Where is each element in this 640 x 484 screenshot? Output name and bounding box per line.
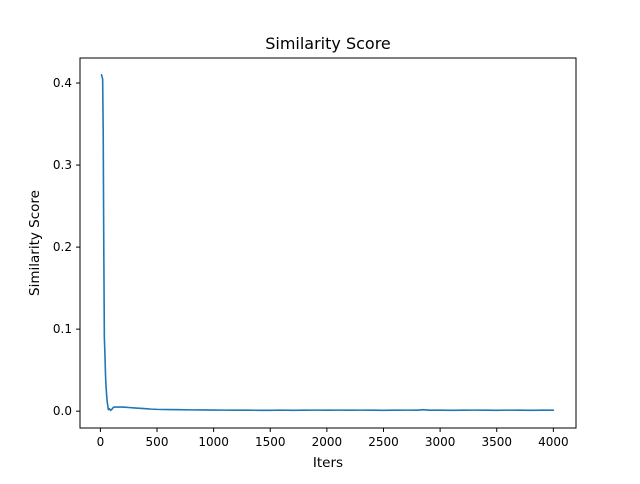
x-tick-label: 2000 <box>312 435 343 449</box>
plot-layer <box>100 74 555 412</box>
y-axis-label: Similarity Score <box>27 190 43 296</box>
y-tick-label: 0.3 <box>53 158 72 172</box>
y-tick-label: 0.4 <box>53 76 72 90</box>
y-tick-label: 0.0 <box>53 404 72 418</box>
chart-title: Similarity Score <box>265 34 391 53</box>
x-tick-label: 3000 <box>425 435 456 449</box>
x-tick-label: 0 <box>97 435 105 449</box>
x-tick-label: 3500 <box>481 435 512 449</box>
x-tick-label: 4000 <box>538 435 569 449</box>
x-tick-label: 1500 <box>255 435 286 449</box>
x-axis-label: Iters <box>313 455 343 471</box>
x-axis-ticks: 0 500 1000 1500 2000 2500 3000 3500 4000 <box>97 428 569 449</box>
y-tick-label: 0.2 <box>53 240 72 254</box>
series-line-0 <box>100 74 555 412</box>
x-tick-label: 500 <box>146 435 169 449</box>
x-tick-label: 2500 <box>368 435 399 449</box>
x-tick-label: 1000 <box>198 435 229 449</box>
y-axis-ticks: 0.0 0.1 0.2 0.3 0.4 <box>53 76 80 418</box>
y-tick-label: 0.1 <box>53 322 72 336</box>
plot-frame <box>79 57 577 429</box>
